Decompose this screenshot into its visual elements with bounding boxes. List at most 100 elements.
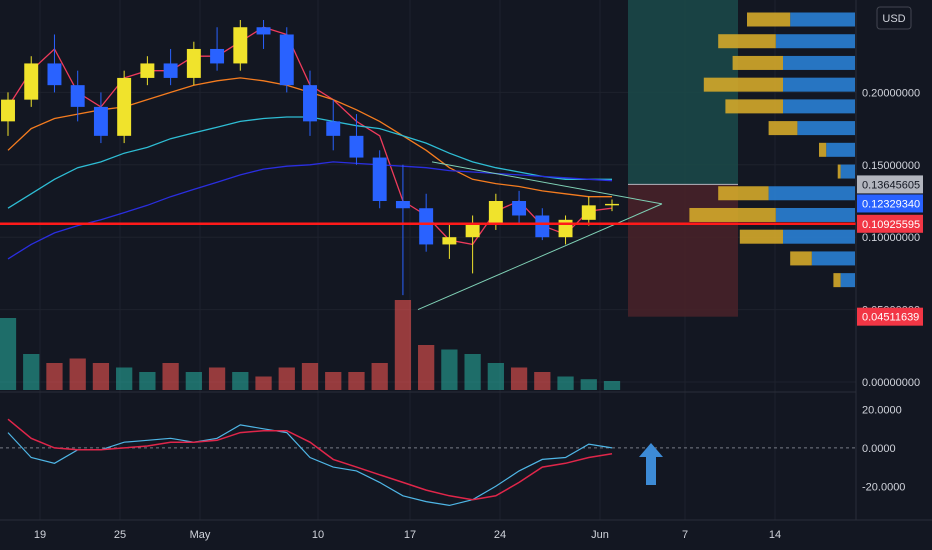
volume-bar bbox=[464, 354, 481, 390]
volume-profile-row bbox=[833, 273, 855, 288]
currency-label: USD bbox=[882, 13, 905, 25]
volume-bar bbox=[139, 372, 156, 390]
volume-profile-row bbox=[718, 186, 855, 201]
up-arrow-icon bbox=[639, 443, 663, 485]
time-axis[interactable]: 19 25 May 10 17 24 Jun 7 14 bbox=[34, 529, 781, 541]
volume-bar bbox=[580, 379, 597, 390]
volume-bar bbox=[603, 381, 621, 390]
volume-profile-row bbox=[718, 34, 855, 49]
candle bbox=[326, 99, 341, 151]
candle bbox=[210, 27, 225, 71]
volume-profile-row bbox=[689, 207, 855, 222]
price-tag-label: 0.13645605 bbox=[862, 179, 920, 191]
price-tag: 0.13645605 bbox=[857, 175, 923, 194]
price-tag: 0.04511639 bbox=[857, 307, 923, 326]
candle bbox=[279, 27, 294, 93]
price-labels: 0.13645605 0.12329340 0.10925595 0.04511639 bbox=[857, 175, 923, 326]
candle bbox=[140, 56, 155, 86]
time-tick-label: 7 bbox=[682, 529, 688, 541]
volume-bar bbox=[185, 372, 202, 390]
volume-profile-row bbox=[747, 12, 855, 27]
volume-bar bbox=[0, 318, 17, 390]
price-tag: 0.12329340 bbox=[857, 194, 923, 213]
position-zones bbox=[628, 0, 738, 317]
volume-bar bbox=[232, 372, 249, 390]
time-tick-label: 10 bbox=[312, 529, 324, 541]
candle bbox=[1, 92, 15, 136]
volume-bar bbox=[441, 349, 458, 390]
profit-zone[interactable] bbox=[628, 0, 738, 185]
price-tag-label: 0.04511639 bbox=[862, 312, 919, 324]
volume-bar bbox=[394, 300, 412, 390]
triangle-pattern bbox=[417, 161, 663, 311]
candle bbox=[93, 92, 108, 144]
candle bbox=[605, 199, 619, 212]
volume-bar bbox=[534, 372, 551, 390]
volume-bar bbox=[557, 376, 574, 390]
candle bbox=[117, 70, 132, 144]
price-axis-background bbox=[856, 0, 932, 520]
volume-bar bbox=[92, 363, 110, 390]
volume-bar bbox=[23, 354, 40, 390]
candle bbox=[233, 20, 248, 71]
candle bbox=[581, 196, 596, 226]
candle bbox=[395, 164, 410, 296]
price-tag-label: 0.10925595 bbox=[862, 219, 920, 231]
price-tag-label: 0.12329340 bbox=[862, 198, 920, 210]
oscillator-pane bbox=[0, 418, 856, 507]
candle bbox=[163, 48, 178, 86]
candle bbox=[186, 41, 201, 86]
volume-bar bbox=[325, 372, 342, 390]
oscillator-tick-label: 20.0000 bbox=[862, 405, 902, 417]
volume-bar bbox=[162, 363, 179, 390]
time-tick-label: May bbox=[190, 529, 211, 541]
volume-profile-row bbox=[819, 142, 855, 157]
candle bbox=[512, 190, 527, 223]
volume-bar bbox=[487, 363, 504, 390]
ma-long-line bbox=[7, 161, 613, 260]
price-tick-label: 0.15000000 bbox=[862, 160, 920, 172]
volume-bar bbox=[371, 363, 388, 390]
volume-profile-row bbox=[703, 77, 855, 92]
volume-bar bbox=[278, 367, 295, 390]
oscillator-axis[interactable]: 20.0000 0.0000 -20.0000 bbox=[862, 405, 905, 494]
volume-profile-row bbox=[725, 99, 855, 114]
volume-profile-row bbox=[732, 55, 855, 70]
time-tick-label: 24 bbox=[494, 529, 506, 541]
oscillator-tick-label: 0.0000 bbox=[862, 443, 896, 455]
triangle-upper-line[interactable] bbox=[431, 161, 663, 205]
candle bbox=[47, 34, 62, 93]
candle bbox=[372, 150, 387, 209]
time-tick-label: 19 bbox=[34, 529, 46, 541]
volume-bar bbox=[255, 376, 272, 390]
volume-bar bbox=[116, 367, 133, 390]
triangle-lower-line[interactable] bbox=[417, 203, 663, 311]
candle bbox=[256, 20, 271, 49]
currency-button[interactable]: USD bbox=[876, 6, 912, 30]
candle bbox=[465, 215, 480, 274]
price-tag: 0.10925595 bbox=[857, 214, 923, 233]
candle bbox=[70, 70, 85, 122]
volume-bar bbox=[208, 367, 226, 390]
volume-bar bbox=[510, 367, 528, 390]
candle bbox=[349, 114, 364, 165]
volume-profile-row bbox=[768, 121, 855, 136]
price-tick-label: 0.00000000 bbox=[862, 377, 920, 389]
time-tick-label: 17 bbox=[404, 529, 416, 541]
oscillator-fast-line bbox=[7, 424, 613, 507]
volume-pane bbox=[0, 300, 621, 390]
loss-zone[interactable] bbox=[628, 184, 738, 317]
candle bbox=[442, 222, 457, 259]
time-tick-label: Jun bbox=[591, 529, 609, 541]
candle bbox=[303, 70, 317, 136]
oscillator-slow-line bbox=[7, 418, 613, 501]
volume-bar bbox=[69, 358, 86, 390]
volume-profile-row bbox=[837, 164, 855, 179]
candle bbox=[24, 56, 39, 107]
volume-bar bbox=[301, 363, 319, 390]
volume-profile bbox=[689, 12, 855, 288]
volume-bar bbox=[348, 372, 365, 390]
volume-profile-row bbox=[790, 251, 855, 266]
